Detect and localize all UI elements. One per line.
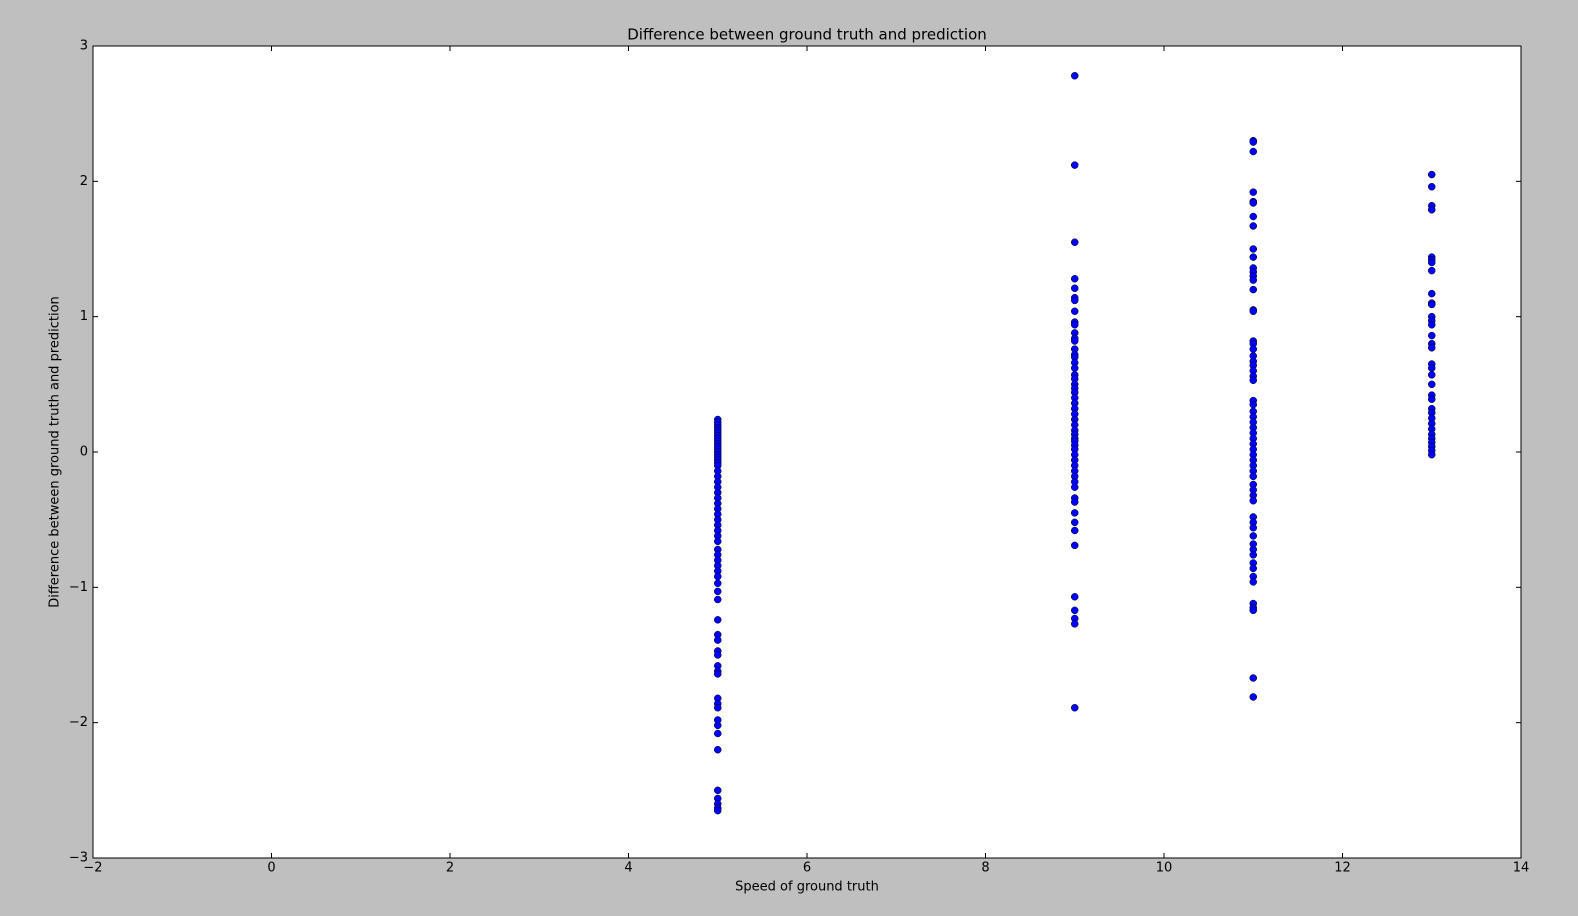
plot-frame	[92, 45, 1522, 859]
point	[1249, 578, 1257, 586]
point	[714, 636, 722, 644]
point	[1428, 364, 1436, 372]
point	[1249, 307, 1257, 316]
point	[1071, 238, 1079, 246]
point	[1428, 266, 1436, 275]
point	[1249, 693, 1257, 701]
point	[714, 786, 722, 795]
y-tick-label: −3	[69, 851, 88, 866]
point	[1428, 182, 1436, 191]
y-tick-label: −1	[69, 580, 88, 595]
point	[1249, 253, 1257, 261]
point	[1428, 321, 1436, 329]
x-tick-label: 4	[624, 861, 632, 876]
point	[1249, 376, 1257, 385]
x-tick-label: −2	[83, 861, 102, 876]
point	[714, 729, 722, 738]
point	[1071, 321, 1079, 329]
x-tick-label: 14	[1513, 861, 1530, 876]
point	[1428, 344, 1436, 352]
point	[714, 745, 722, 754]
point	[1071, 364, 1079, 372]
point	[1071, 606, 1079, 615]
point	[714, 579, 722, 588]
chart-title: Difference between ground truth and pred…	[627, 26, 987, 44]
point	[1071, 337, 1079, 345]
point	[714, 670, 722, 678]
point	[1249, 674, 1257, 682]
point	[1428, 300, 1436, 309]
x-tick-label: 2	[446, 861, 454, 876]
point	[714, 572, 722, 581]
point	[1249, 524, 1257, 532]
point	[1071, 509, 1079, 517]
point	[1071, 307, 1079, 316]
point	[1428, 289, 1436, 298]
point	[1428, 395, 1436, 403]
x-tick-label: 8	[981, 861, 989, 876]
point	[1071, 593, 1079, 601]
point	[1249, 245, 1257, 253]
point	[714, 537, 722, 546]
point	[714, 651, 722, 659]
point	[1071, 541, 1079, 550]
point	[1071, 518, 1079, 527]
point	[714, 587, 722, 596]
point	[714, 616, 722, 624]
point	[1071, 483, 1079, 491]
point	[1071, 161, 1079, 169]
y-tick-label: 1	[80, 309, 88, 324]
point	[714, 595, 722, 604]
point	[1249, 212, 1257, 221]
point	[1249, 400, 1257, 409]
point	[1071, 275, 1079, 283]
point	[1249, 606, 1257, 615]
point	[1249, 222, 1257, 230]
y-tick-label: 2	[80, 174, 88, 189]
point	[1071, 296, 1079, 305]
point	[1071, 284, 1079, 292]
point	[1249, 199, 1257, 207]
point	[714, 704, 722, 712]
point	[1249, 345, 1257, 353]
point	[1249, 147, 1257, 156]
point	[1249, 276, 1257, 284]
point	[1071, 526, 1079, 535]
point	[1428, 170, 1436, 179]
point	[1428, 206, 1436, 214]
y-tick-label: 0	[80, 445, 88, 460]
point	[1249, 285, 1257, 294]
x-axis-label: Speed of ground truth	[735, 880, 879, 895]
point	[1428, 371, 1436, 379]
point	[1249, 564, 1257, 573]
point	[1249, 188, 1257, 196]
point	[1071, 704, 1079, 712]
point	[1249, 472, 1257, 481]
point	[1428, 380, 1436, 389]
point	[1071, 620, 1079, 628]
y-axis-label: Difference between ground truth and pred…	[48, 296, 63, 608]
point	[714, 721, 722, 730]
x-tick-label: 12	[1334, 861, 1351, 876]
x-tick-label: 6	[803, 861, 811, 876]
point	[1249, 532, 1257, 540]
y-tick-label: 3	[80, 39, 88, 54]
point	[1428, 450, 1436, 459]
point	[1428, 258, 1436, 267]
x-tick-label: 10	[1156, 861, 1173, 876]
point	[1249, 551, 1257, 559]
point	[714, 806, 722, 815]
plot-area	[93, 46, 1521, 858]
point	[1071, 498, 1079, 506]
y-tick-label: −2	[69, 715, 88, 730]
x-tick-label: 0	[267, 861, 275, 876]
point	[1249, 138, 1257, 146]
point	[1249, 496, 1257, 505]
point	[1071, 72, 1079, 80]
point	[1428, 331, 1436, 340]
